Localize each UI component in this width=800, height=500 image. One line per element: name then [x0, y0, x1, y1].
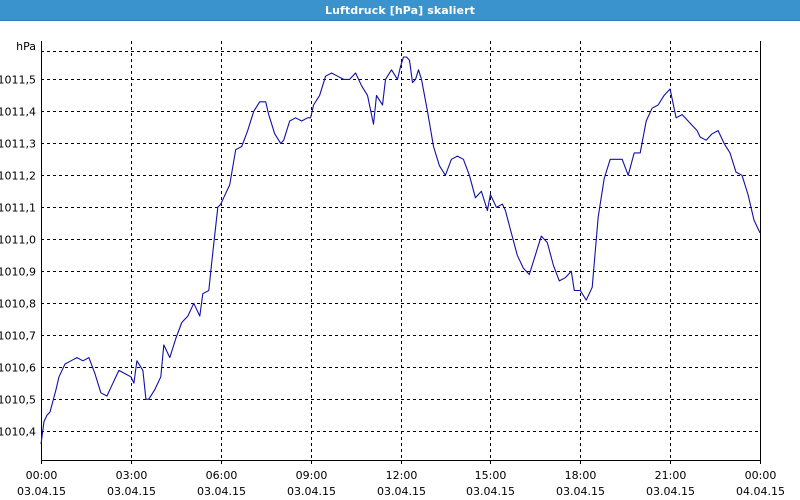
y-tick-label: 1011,5 [0, 74, 36, 87]
y-tick-label: 1011,4 [0, 106, 36, 119]
x-tick-time-label: 21:00 [655, 469, 687, 482]
x-tick-time-label: 18:00 [565, 469, 597, 482]
x-tick-time-label: 00:00 [745, 469, 777, 482]
y-tick-label: 1010,9 [0, 266, 36, 279]
y-tick-label: 1011,2 [0, 170, 36, 183]
x-tick-date-label: 03.04.15 [556, 485, 605, 498]
x-tick-date-label: 03.04.15 [377, 485, 426, 498]
y-tick-label: 1011,0 [0, 234, 36, 247]
x-tick-date-label: 03.04.15 [197, 485, 246, 498]
y-tick-label: 1011,3 [0, 138, 36, 151]
grid-lines [41, 41, 760, 460]
series-layer [40, 56, 761, 445]
x-tick-date-label: 03.04.15 [287, 485, 336, 498]
y-tick-label: 1010,6 [0, 362, 36, 375]
x-tick-date-label: 03.04.15 [107, 485, 156, 498]
y-tick-label: 1010,5 [0, 394, 36, 407]
x-tick-date-label: 03.04.15 [17, 485, 66, 498]
x-tick-time-label: 03:00 [116, 469, 148, 482]
x-tick-time-label: 12:00 [386, 469, 418, 482]
title-bar: Luftdruck [hPa] skaliert [0, 0, 800, 21]
y-axis-unit-label: hPa [16, 40, 36, 53]
x-tick-date-label: 03.04.15 [646, 485, 695, 498]
x-tick-time-label: 00:00 [26, 469, 58, 482]
y-tick-label: 1010,4 [0, 426, 36, 439]
x-tick-labels: 00:00 03.04.15 03:00 03.04.15 06:00 03.04.15 0… [17, 469, 785, 498]
y-tick-label: 1010,8 [0, 298, 36, 311]
x-tick-time-label: 09:00 [296, 469, 328, 482]
series-line [40, 56, 761, 445]
y-tick-label: 1011,1 [0, 202, 36, 215]
x-tick-time-label: 06:00 [206, 469, 238, 482]
x-tick-date-label: 03.04.15 [466, 485, 515, 498]
chart-title: Luftdruck [hPa] skaliert [325, 3, 475, 17]
y-tick-labels: 1010,4 1010,5 1010,6 1010,7 1010,8 1010,9 1011… [0, 74, 36, 439]
x-tick-time-label: 15:00 [475, 469, 507, 482]
x-tick-date-label: 04.04.15 [736, 485, 785, 498]
y-tick-label: 1010,7 [0, 330, 36, 343]
axes [41, 41, 761, 464]
